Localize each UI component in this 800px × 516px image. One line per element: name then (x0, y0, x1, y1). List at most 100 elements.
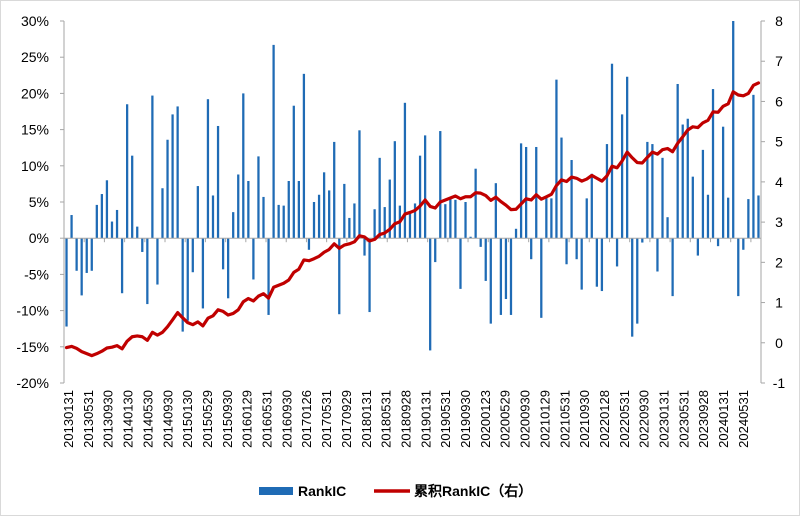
bar-rankic (605, 144, 609, 239)
bar-rankic (479, 238, 482, 247)
bar-rankic (626, 76, 629, 239)
x-tick-label: 20140530 (140, 390, 155, 448)
bar-rankic (211, 195, 215, 239)
x-tick-label: 20230531 (676, 390, 691, 448)
bar-rankic (136, 226, 139, 239)
bar-rankic (131, 155, 134, 239)
legend-label-cumulative-rankic: 累积RankIC（右） (414, 483, 532, 499)
x-tick-label: 20200123 (478, 390, 493, 448)
bar-rankic (423, 135, 427, 239)
bar-rankic (620, 114, 624, 239)
bar-rankic (681, 124, 684, 239)
right-tick-label: 0 (775, 335, 783, 351)
bar-rankic (110, 221, 114, 239)
bar-rankic (232, 212, 235, 239)
right-tick-label: 8 (775, 13, 783, 29)
bar-rankic (216, 125, 220, 239)
bar-rankic (444, 204, 447, 239)
bar-rankic (701, 149, 705, 239)
bar-rankic (732, 21, 735, 239)
bar-rankic (454, 199, 457, 239)
x-tick-label: 20230131 (657, 390, 672, 448)
left-tick-label: 0% (29, 230, 49, 246)
bar-rankic (651, 144, 654, 239)
x-tick-label: 20170126 (299, 390, 314, 448)
x-tick-label: 20220930 (637, 390, 652, 448)
bar-rankic (519, 143, 523, 239)
x-tick-label: 20130531 (81, 390, 96, 448)
line-layer (64, 81, 761, 358)
x-tick-label: 20150130 (180, 390, 195, 448)
left-tick-label: 25% (21, 49, 49, 65)
x-tick-label: 20150529 (200, 390, 215, 448)
bar-rankic (449, 198, 452, 239)
left-tick-label: 5% (29, 194, 49, 210)
bar-rankic (525, 146, 528, 239)
bar-rankic (514, 228, 518, 239)
bar-rankic (166, 139, 169, 239)
bar-rankic (636, 238, 639, 324)
right-tick-label: 3 (775, 214, 783, 230)
left-axis: -20% -15% -10% -5% 0% 5% 10% 15% 20% 25% 30% (16, 13, 65, 391)
bar-rankic (706, 194, 710, 239)
bar-rankic (641, 238, 644, 243)
bar-rankic (403, 102, 407, 239)
x-tick-label: 20190131 (418, 390, 433, 448)
bar-rankic (257, 156, 260, 239)
bar-rankic (504, 238, 508, 300)
bar-rankic (302, 73, 306, 239)
bar-rankic (322, 172, 326, 239)
bar-rankic (545, 196, 548, 239)
bar-rankic (560, 137, 563, 239)
bar-rankic (100, 194, 104, 239)
bar-rankic (691, 176, 694, 239)
line-cumulative-rankic (64, 81, 761, 358)
bar-rankic (247, 181, 250, 239)
bar-rankic (474, 168, 477, 239)
left-tick-label: 20% (21, 85, 49, 101)
bar-rankic (555, 79, 558, 239)
left-tick-label: -10% (16, 303, 49, 319)
bar-rankic (580, 238, 583, 290)
bar-rankic (105, 180, 109, 239)
bar-rankic (646, 141, 649, 239)
bar-rankic (272, 44, 275, 239)
legend: RankIC 累积RankIC（右） (259, 483, 532, 499)
bar-rankic (499, 238, 503, 315)
bar-rankic (530, 238, 533, 260)
bar-rankic (227, 238, 230, 299)
bar-rankic (221, 238, 225, 270)
bar-rankic (191, 238, 194, 273)
bar-rankic (747, 199, 750, 239)
bar-rankic (550, 198, 553, 239)
bar-rankic (186, 238, 189, 321)
x-tick-label: 20210531 (557, 390, 572, 448)
x-tick-label: 20150930 (220, 390, 235, 448)
bar-rankic (262, 196, 265, 239)
bar-rankic (277, 204, 280, 239)
right-tick-label: 7 (775, 53, 783, 69)
bar-rankic (464, 202, 467, 239)
bar-rankic (201, 238, 205, 309)
bar-rankic (585, 198, 588, 239)
x-tick-label: 20170929 (339, 390, 354, 448)
bar-rankic (151, 95, 154, 239)
bar-rankic (429, 238, 432, 351)
bar-rankic (540, 238, 543, 318)
bar-rankic (338, 238, 341, 315)
x-tick-label: 20130131 (61, 390, 76, 448)
bar-rankic (292, 105, 295, 239)
bar-rankic (348, 217, 351, 239)
bar-rankic (161, 188, 164, 239)
right-tick-label: 2 (775, 254, 783, 270)
x-tick-label: 20210930 (577, 390, 592, 448)
bar-rankic (388, 179, 391, 239)
x-tick-label: 20200930 (518, 390, 533, 448)
bar-rankic (686, 118, 689, 239)
bar-rankic (267, 238, 270, 315)
bar-rankic (282, 205, 285, 239)
bar-rankic (378, 157, 381, 239)
left-tick-label: -5% (24, 266, 49, 282)
bar-rankic (418, 155, 422, 239)
